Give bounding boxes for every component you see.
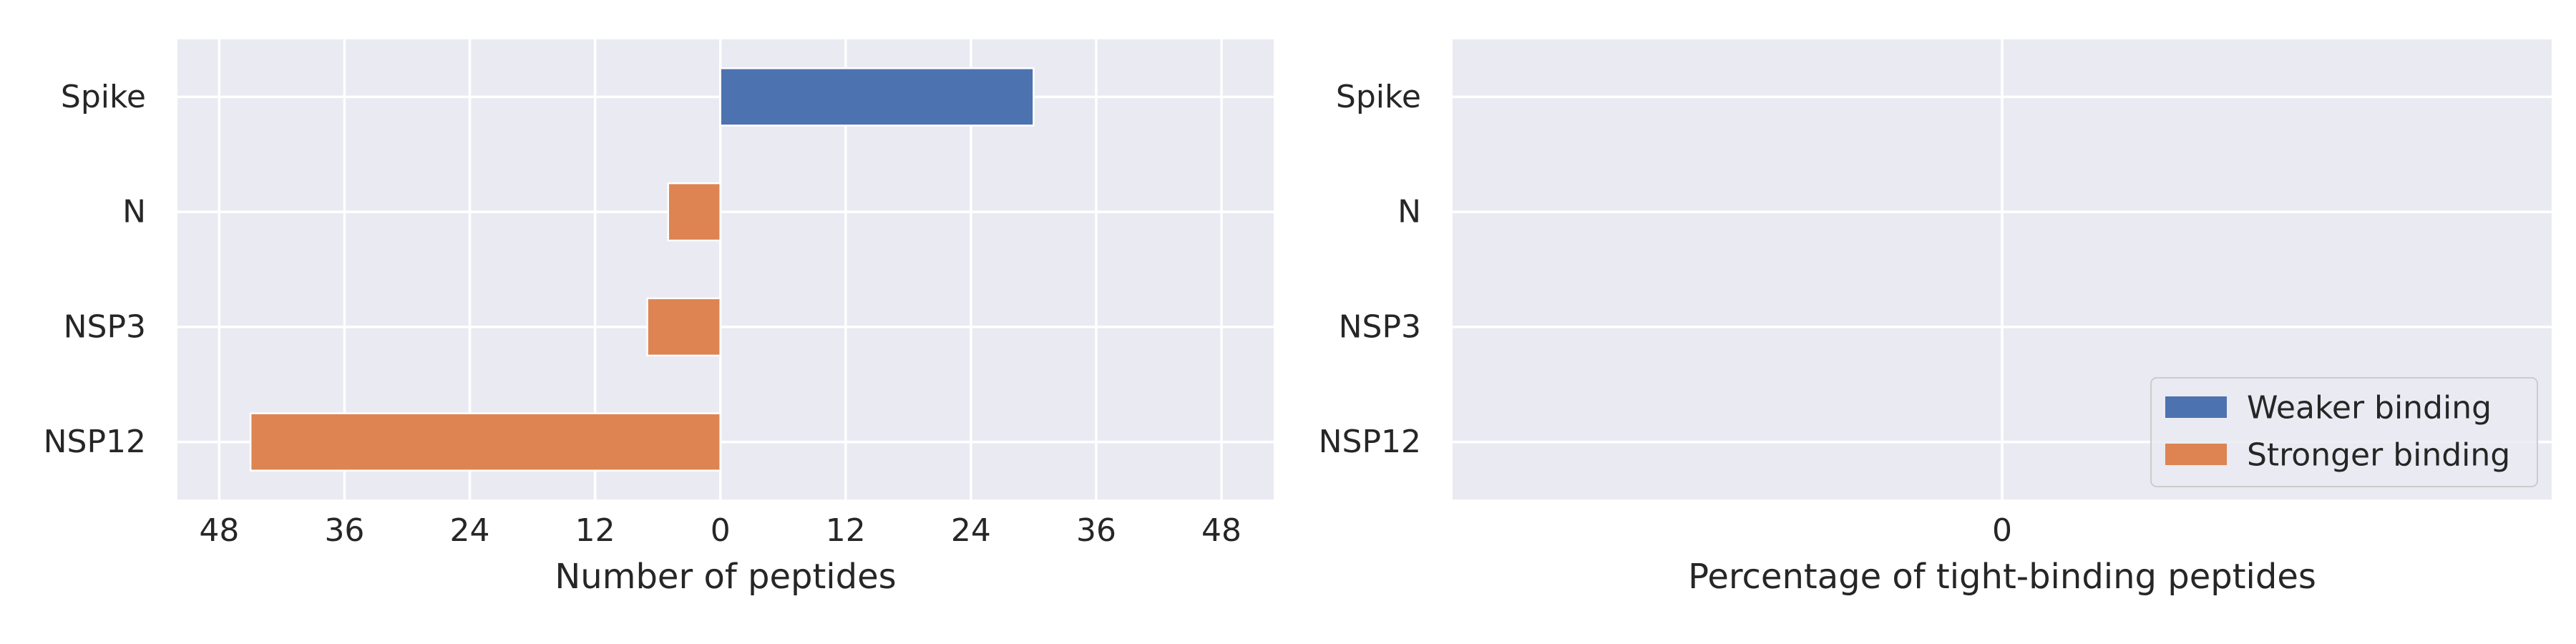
y-tick-label: N xyxy=(122,194,146,230)
legend: Weaker binding Stronger binding xyxy=(2150,377,2538,487)
x-tick-label: 48 xyxy=(199,512,239,549)
bars xyxy=(249,67,1035,472)
y-tick-label: Spike xyxy=(1336,79,1421,115)
x-tick-label: 48 xyxy=(1201,512,1241,549)
x-tick-label: 12 xyxy=(826,512,866,549)
x-tick-label: 24 xyxy=(951,512,991,549)
legend-label-weaker-binding: Weaker binding xyxy=(2247,390,2492,426)
x-tick-label: 36 xyxy=(1076,512,1116,549)
x-tick-label: 36 xyxy=(324,512,364,549)
legend-swatch-weaker-binding xyxy=(2165,396,2227,418)
bar-stronger-binding-nsp3 xyxy=(646,297,721,357)
left-chart-panel: Spike N NSP3 NSP12 48 36 24 12 0 12 24 36 48 Number o… xyxy=(44,39,1274,597)
y-tick-label: N xyxy=(1397,194,1421,230)
x-tick-label: 0 xyxy=(711,512,731,549)
y-tick-label: NSP3 xyxy=(64,308,146,345)
x-axis-label: Percentage of tight-binding peptides xyxy=(1688,557,2316,597)
legend-box xyxy=(2150,377,2538,487)
x-axis-label: Number of peptides xyxy=(555,557,896,597)
x-tick-label: 12 xyxy=(575,512,615,549)
bar-stronger-binding-nsp12 xyxy=(249,412,721,472)
x-tick-label: 0 xyxy=(1992,512,2012,549)
y-tick-label: NSP12 xyxy=(44,424,146,460)
legend-label-stronger-binding: Stronger binding xyxy=(2247,437,2510,474)
right-chart-panel: Spike N NSP3 NSP12 0 Percentage of tight-bind… xyxy=(1319,39,2552,597)
bar-weaker-binding-spike xyxy=(719,67,1035,127)
legend-swatch-stronger-binding xyxy=(2165,444,2227,465)
x-tick-label: 24 xyxy=(450,512,490,549)
bar-stronger-binding-n xyxy=(667,182,721,242)
y-tick-label: NSP12 xyxy=(1319,424,1421,460)
y-tick-label: NSP3 xyxy=(1339,308,1421,345)
y-tick-label: Spike xyxy=(61,79,146,115)
